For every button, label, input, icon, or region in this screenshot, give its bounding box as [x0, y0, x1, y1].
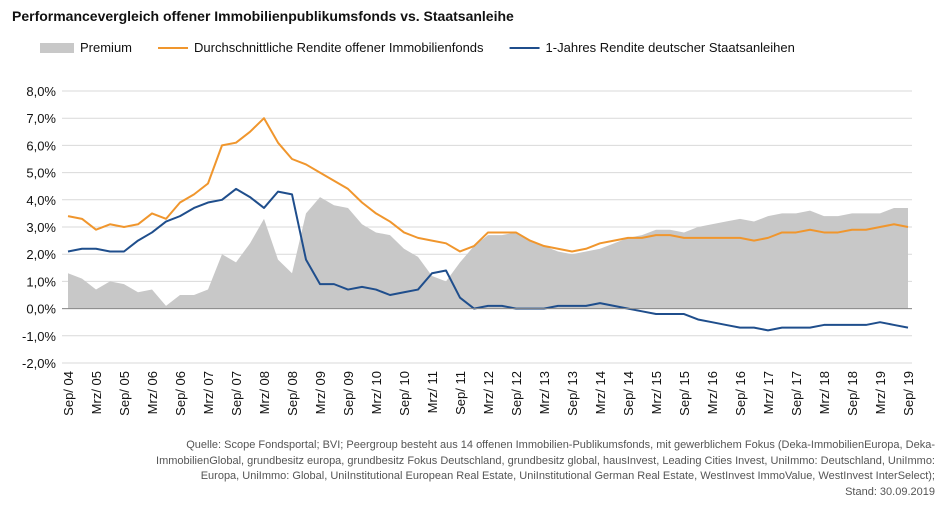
legend-swatch	[40, 43, 74, 53]
x-tick-label: Mrz/ 06	[145, 371, 160, 414]
x-tick-label: Sep/ 14	[621, 371, 636, 416]
x-tick-label: Sep/ 18	[845, 371, 860, 416]
series-line	[67, 117, 909, 253]
x-tick-label: Sep/ 08	[285, 371, 300, 416]
x-tick-label: Mrz/ 09	[313, 371, 328, 414]
source-line: Quelle: Scope Fondsportal; BVI; Peergrou…	[186, 439, 935, 451]
y-tick-label: 8,0%	[26, 84, 56, 99]
y-tick-label: 2,0%	[26, 247, 56, 262]
y-tick-label: 7,0%	[26, 111, 56, 126]
x-tick-label: Mrz/ 17	[761, 371, 776, 414]
x-tick-label: Sep/ 06	[173, 371, 188, 416]
x-tick-label: Sep/ 17	[789, 371, 804, 416]
x-tick-label: Sep/ 12	[509, 371, 524, 416]
x-tick-label: Mrz/ 08	[257, 371, 272, 414]
x-tick-label: Mrz/ 12	[481, 371, 496, 414]
y-tick-label: 5,0%	[26, 166, 56, 181]
legend-label: 1-Jahres Rendite deutscher Staatsanleihe…	[546, 40, 795, 55]
x-tick-label: Mrz/ 15	[649, 371, 664, 414]
x-tick-label: Mrz/ 18	[817, 371, 832, 414]
x-tick-label: Mrz/ 16	[705, 371, 720, 414]
x-tick-label: Mrz/ 11	[425, 371, 440, 413]
x-tick-label: Sep/ 10	[397, 371, 412, 416]
y-tick-label: -2,0%	[22, 356, 56, 371]
x-tick-label: Sep/ 07	[229, 371, 244, 416]
x-tick-label: Sep/ 15	[677, 371, 692, 416]
chart: Performancevergleich offener Immobilienp…	[12, 8, 916, 416]
legend-label: Premium	[80, 40, 132, 55]
y-tick-label: -1,0%	[22, 329, 56, 344]
x-tick-label: Sep/ 09	[341, 371, 356, 416]
series-line	[67, 187, 909, 332]
y-tick-label: 0,0%	[26, 302, 56, 317]
legend-label: Durchschnittliche Rendite offener Immobi…	[194, 40, 484, 55]
x-tick-label: Mrz/ 13	[537, 371, 552, 414]
x-tick-label: Sep/ 19	[901, 371, 916, 416]
x-tick-label: Mrz/ 10	[369, 371, 384, 414]
y-tick-label: 3,0%	[26, 220, 56, 235]
y-tick-label: 6,0%	[26, 138, 56, 153]
x-tick-label: Sep/ 13	[565, 371, 580, 416]
x-tick-label: Mrz/ 05	[89, 371, 104, 414]
chart-title: Performancevergleich offener Immobilienp…	[12, 8, 514, 24]
premium-area	[68, 197, 908, 309]
y-tick-label: 4,0%	[26, 193, 56, 208]
source-note: Quelle: Scope Fondsportal; BVI; Peergrou…	[0, 438, 935, 500]
x-tick-label: Mrz/ 14	[593, 371, 608, 414]
x-tick-label: Sep/ 05	[117, 371, 132, 416]
x-tick-label: Sep/ 04	[61, 371, 76, 416]
y-tick-label: 1,0%	[26, 274, 56, 289]
source-line: Stand: 30.09.2019	[845, 485, 935, 498]
x-tick-label: Sep/ 11	[453, 371, 468, 415]
source-line: ImmobilienGlobal, grundbesitz europa, gr…	[156, 454, 935, 467]
x-tick-label: Sep/ 16	[733, 371, 748, 416]
x-tick-label: Mrz/ 19	[873, 371, 888, 414]
source-line: Europa, UniImmo: Global, UniInstitutiona…	[200, 470, 935, 482]
x-tick-label: Mrz/ 07	[201, 371, 216, 414]
